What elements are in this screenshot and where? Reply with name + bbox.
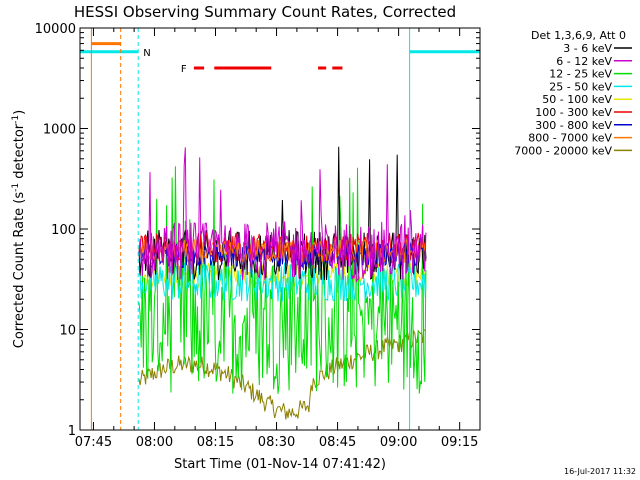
x-axis-label: Start Time (01-Nov-14 07:41:42) <box>174 457 386 472</box>
y-tick-label: 10 <box>59 324 76 339</box>
legend-label: 7000 - 20000 keV <box>514 144 612 157</box>
chart-title: HESSI Observing Summary Count Rates, Cor… <box>74 3 456 21</box>
series-layer <box>138 146 427 420</box>
series-line-12-25-kev <box>138 166 427 394</box>
overlay-layer: NF <box>79 28 481 430</box>
timestamp: 16-Jul-2017 11:32 <box>564 467 636 476</box>
series-line-25-50-kev <box>138 260 427 302</box>
x-tick-label: 09:00 <box>380 435 417 450</box>
y-tick-label: 1000 <box>43 123 76 138</box>
legend-label: 300 - 800 keV <box>535 119 612 132</box>
legend-label: 100 - 300 keV <box>535 106 612 119</box>
x-tick-label: 08:15 <box>197 435 234 450</box>
legend-label: 12 - 25 keV <box>549 68 612 81</box>
axes-layer: 07:45 08:00 08:15 08:30 08:45 09:00 09:15 1 10 10… <box>35 22 480 450</box>
x-tick-label: 08:30 <box>258 435 295 450</box>
y-axis-label: Corrected Count Rate (s-1 detector-1) <box>11 110 27 348</box>
legend-label: 3 - 6 keV <box>563 42 612 55</box>
legend-header: Det 1,3,6,9, Att 0 <box>531 29 626 42</box>
x-tick-label: 08:00 <box>136 435 173 450</box>
legend-label: 800 - 7000 keV <box>528 132 612 145</box>
series-line-7000-20000-kev <box>138 329 427 420</box>
x-tick-label: 09:15 <box>441 435 478 450</box>
x-tick-label: 07:45 <box>75 435 112 450</box>
y-tick-label: 1 <box>68 424 76 439</box>
flag-f-label: F <box>181 64 187 75</box>
plot-frame <box>79 27 481 431</box>
y-tick-label: 10000 <box>35 22 76 37</box>
y-tick-label: 100 <box>51 223 76 238</box>
flag-n-label: N <box>143 48 150 59</box>
x-tick-label: 08:45 <box>319 435 356 450</box>
legend-label: 25 - 50 keV <box>549 80 612 93</box>
legend-label: 50 - 100 keV <box>542 93 612 106</box>
legend-label: 6 - 12 keV <box>556 55 612 68</box>
series-line-6-12-kev <box>138 147 427 283</box>
